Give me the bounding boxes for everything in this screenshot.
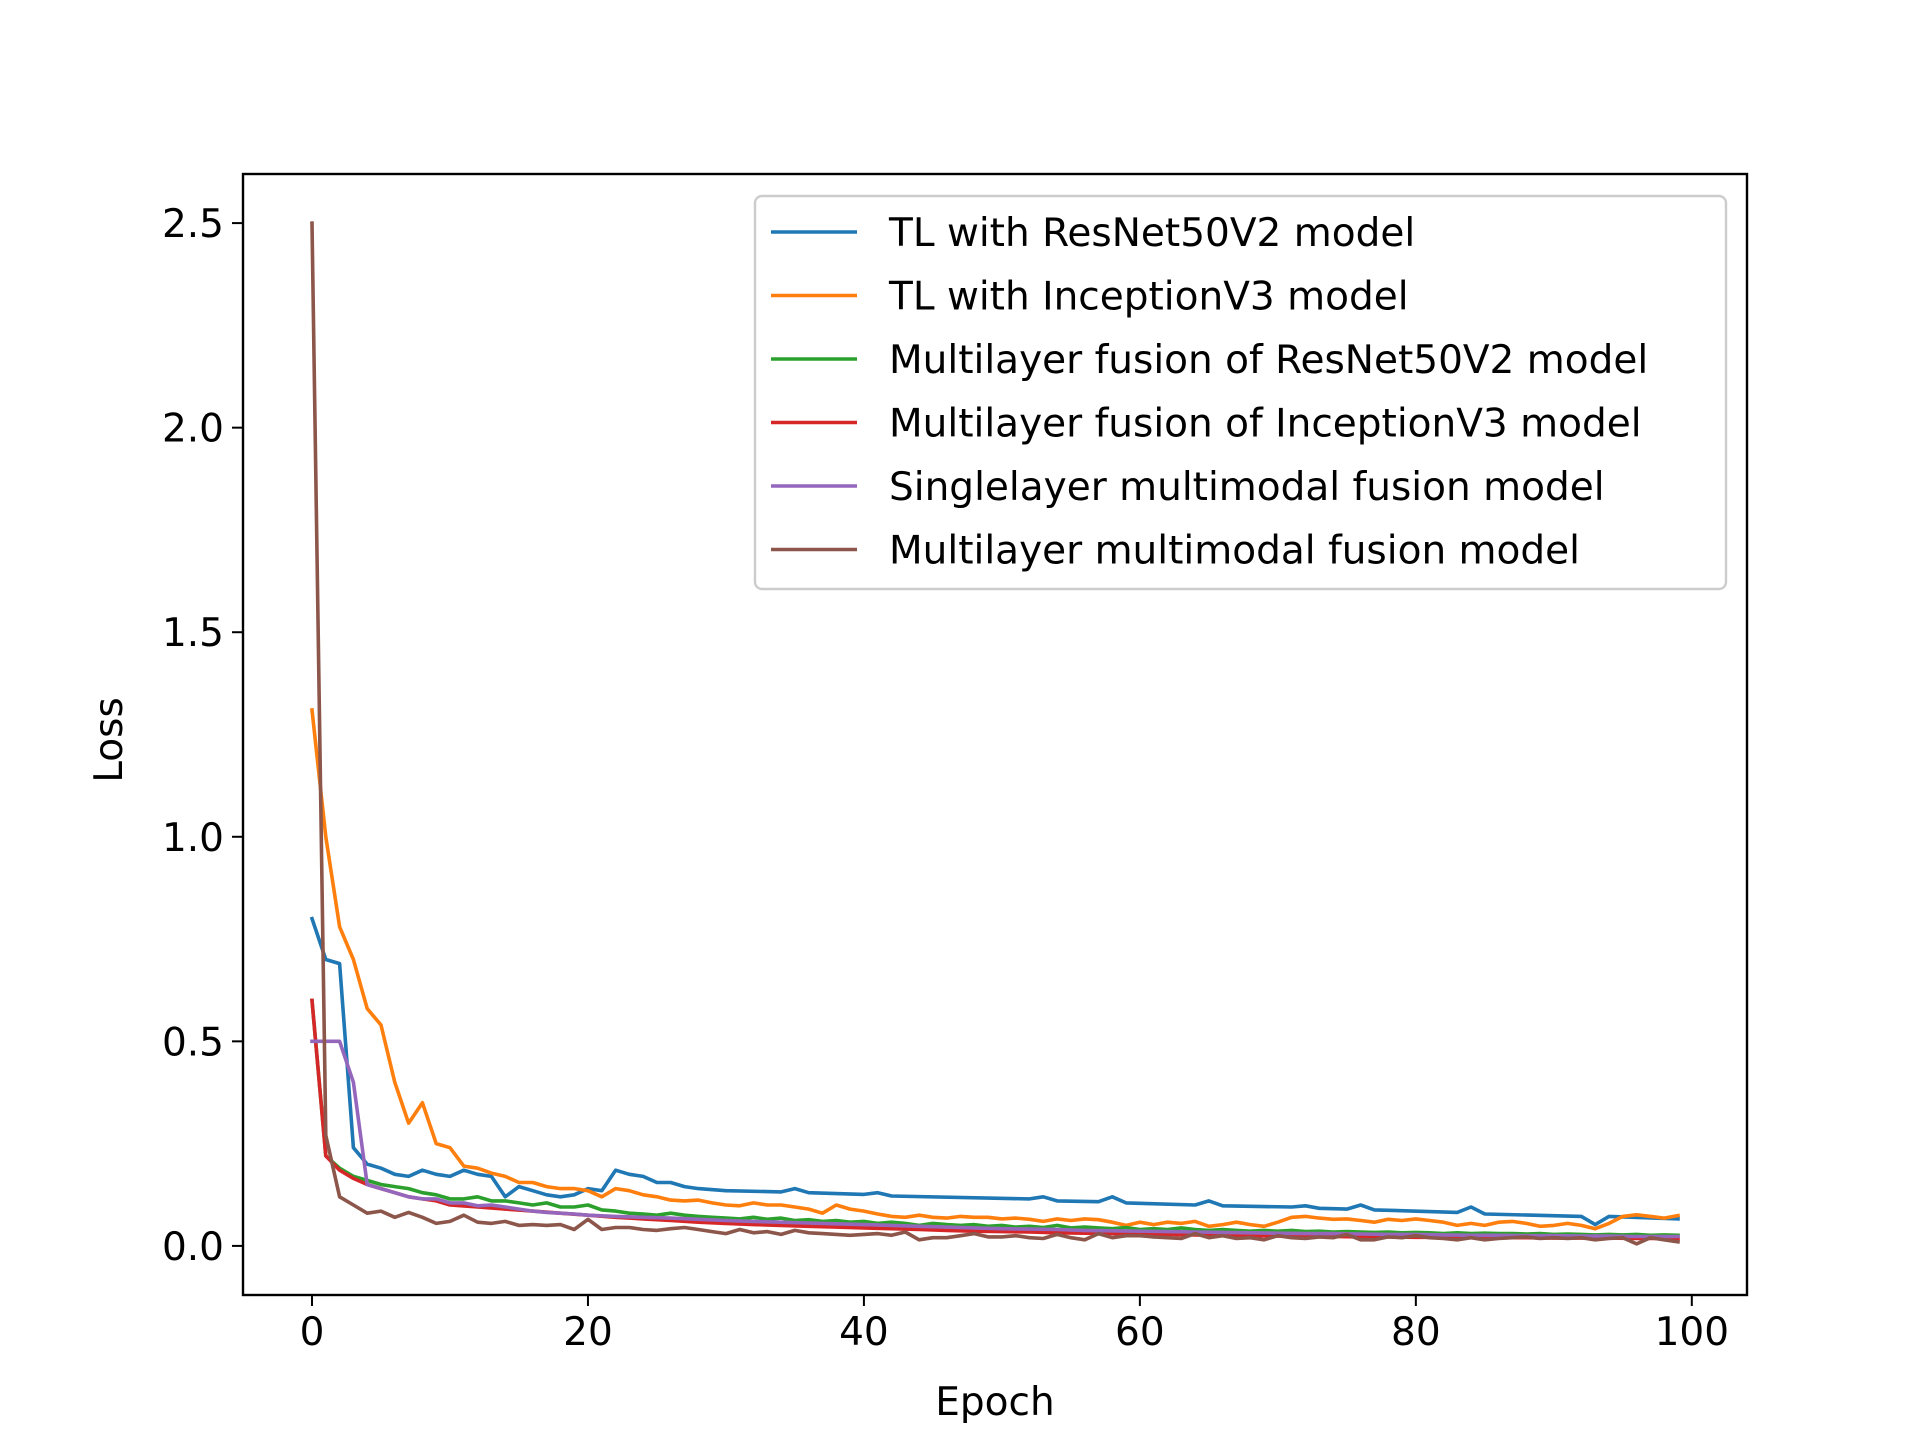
- x-tick-label-80: 80: [1391, 1310, 1441, 1355]
- series-line-1: [310, 708, 1681, 1231]
- y-axis-label: Loss: [87, 697, 132, 783]
- series-line-5: [310, 221, 1681, 1246]
- y-tick-label-1: 0.5: [162, 1020, 224, 1065]
- plot-frame: [241, 172, 1749, 1297]
- x-tick-label-100: 100: [1655, 1310, 1729, 1355]
- x-tick-label-0: 0: [300, 1310, 325, 1355]
- x-tick-label-60: 60: [1115, 1310, 1165, 1355]
- y-tick-label-2: 1.0: [162, 816, 224, 861]
- x-tick-label-40: 40: [839, 1310, 889, 1355]
- legend-box: [753, 194, 1728, 591]
- legend-label-4: Singlelayer multimodal fusion model: [889, 465, 1605, 510]
- legend-label-1: TL with InceptionV3 model: [888, 275, 1409, 320]
- legend-label-3: Multilayer fusion of InceptionV3 model: [889, 402, 1642, 447]
- legend-label-2: Multilayer fusion of ResNet50V2 model: [889, 338, 1648, 383]
- x-tick-label-20: 20: [563, 1310, 613, 1355]
- y-tick-label-0: 0.0: [162, 1225, 224, 1270]
- y-tick-label-4: 2.0: [162, 407, 224, 452]
- x-axis-label: Epoch: [935, 1380, 1054, 1425]
- y-axis: 0.0 0.5 1.0 1.5 2.0 2.5: [162, 202, 243, 1270]
- y-tick-label-3: 1.5: [162, 611, 224, 656]
- legend: TL with ResNet50V2 model TL with Inceptio…: [753, 194, 1728, 591]
- y-tick-label-5: 2.5: [162, 202, 224, 247]
- x-axis: 0 20 40 60 80 100: [300, 1295, 1729, 1355]
- legend-items: TL with ResNet50V2 model TL with Inceptio…: [771, 211, 1648, 574]
- series-line-0: [309, 916, 1680, 1227]
- legend-label-0: TL with ResNet50V2 model: [888, 211, 1415, 256]
- legend-label-5: Multilayer multimodal fusion model: [889, 529, 1580, 574]
- series-layer: [309, 221, 1681, 1246]
